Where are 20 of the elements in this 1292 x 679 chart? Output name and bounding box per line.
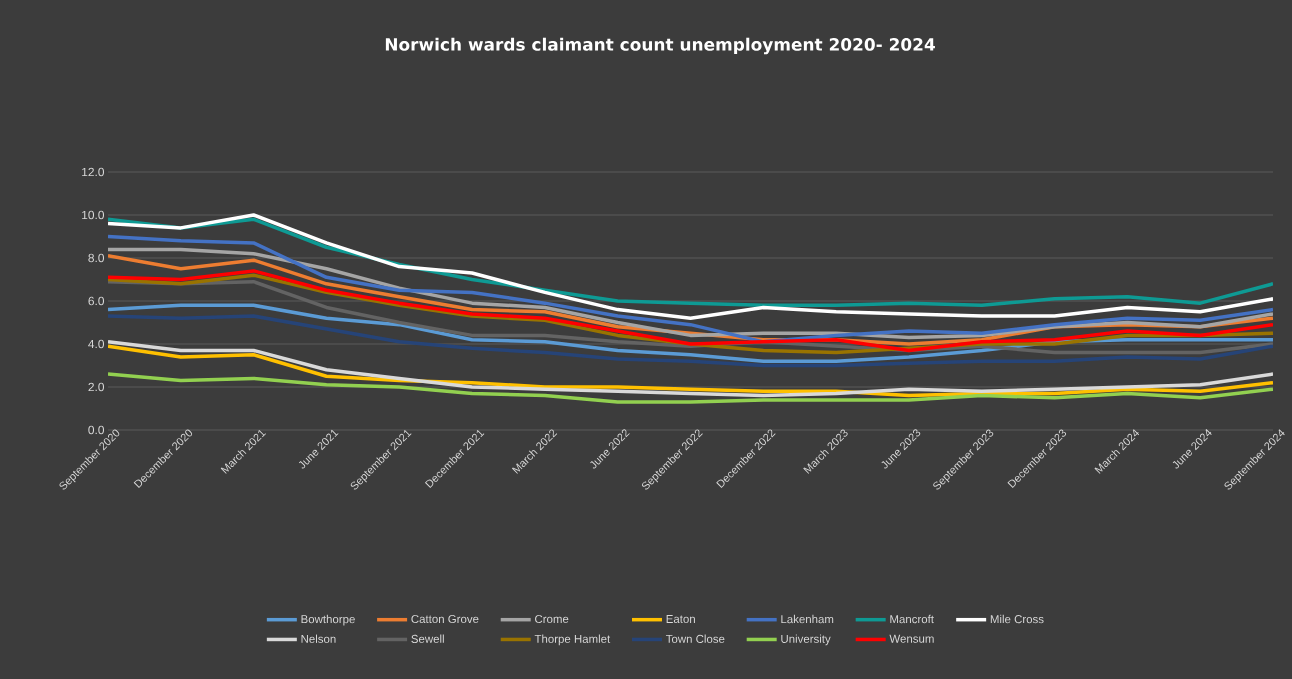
- legend-label: Crome: [535, 614, 569, 624]
- legend-label: Mile Cross: [990, 614, 1044, 624]
- legend-label: Eaton: [666, 615, 695, 623]
- legend-label: Thorpe Hamlet: [534, 634, 611, 646]
- chart-title: Norwich wards claimant count unemployment 2020- 2024: [385, 37, 935, 55]
- legend-label: Mancroft: [890, 614, 934, 624]
- y-tick-label: 4.0: [88, 339, 105, 349]
- legend-label: Wensum: [889, 634, 934, 643]
- y-tick-label: 2.0: [88, 382, 105, 392]
- legend-label: Catton Grove: [411, 614, 479, 624]
- y-tick-label: 10.0: [82, 210, 105, 220]
- legend-label: University: [781, 634, 831, 646]
- legend-label: Nelson: [301, 634, 336, 643]
- legend-label: Lakenham: [781, 614, 834, 624]
- legend-label: Town Close: [665, 634, 725, 643]
- legend-label: Bowthorpe: [301, 614, 355, 626]
- y-tick-label: 12.0: [82, 167, 105, 177]
- y-tick-label: 6.0: [88, 296, 105, 306]
- legend-label: Sewell: [411, 634, 444, 643]
- y-tick-label: 8.0: [88, 253, 105, 263]
